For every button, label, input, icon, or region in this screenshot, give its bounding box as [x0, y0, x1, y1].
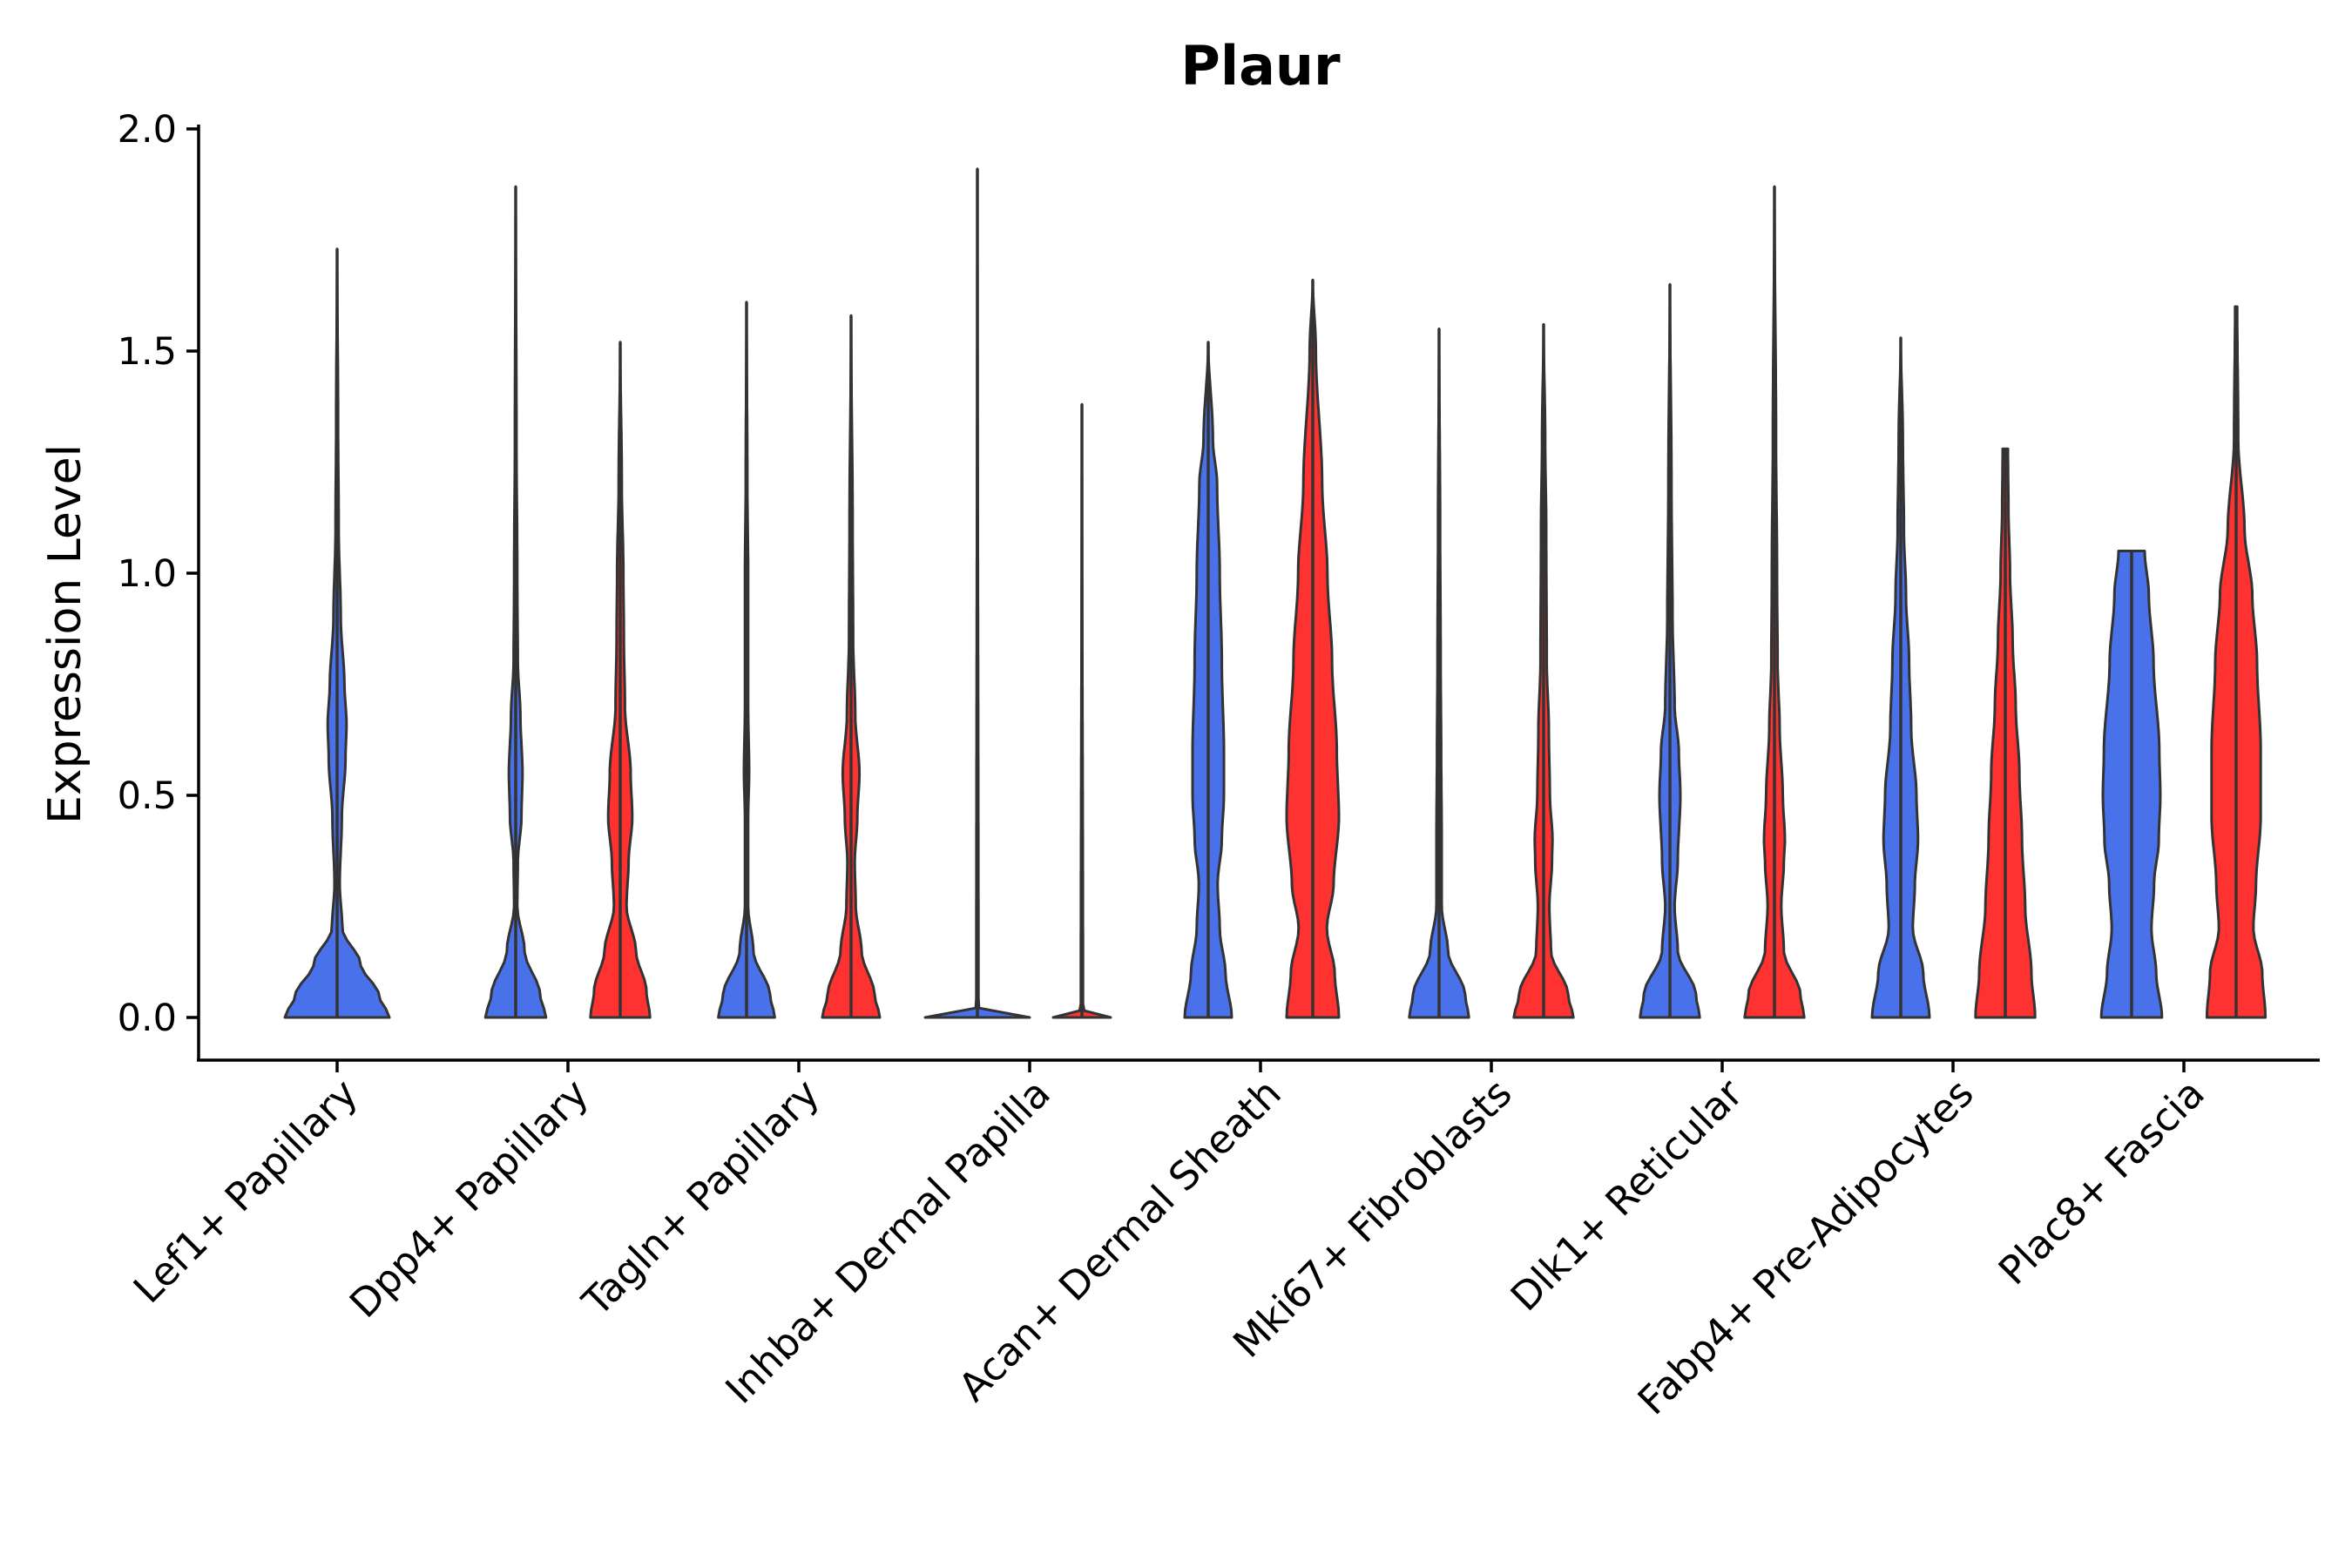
x-tick-label: Dpp4+ Papillary — [341, 1070, 598, 1327]
chart-title: Plaur — [1180, 34, 1341, 98]
violins-layer — [283, 167, 2268, 1019]
y-tick-label: 1.5 — [118, 330, 177, 374]
x-tick-label: Tagln+ Papillary — [573, 1070, 828, 1325]
y-ticks: 0.0 0.5 1.0 1.5 2.0 — [118, 108, 199, 1040]
y-tick-label: 1.0 — [118, 552, 177, 596]
x-tick-label: Plac8+ Fascia — [1990, 1070, 2213, 1294]
y-tick-label: 2.0 — [118, 108, 177, 152]
axes-layer — [197, 125, 2320, 1062]
x-tick-label: Lef1+ Papillary — [125, 1070, 367, 1312]
x-tick-label: Dlk1+ Reticular — [1502, 1070, 1752, 1320]
y-tick-label: 0.5 — [118, 774, 177, 818]
y-tick-label: 0.0 — [118, 997, 177, 1040]
y-axis-label: Expression Level — [39, 444, 91, 824]
